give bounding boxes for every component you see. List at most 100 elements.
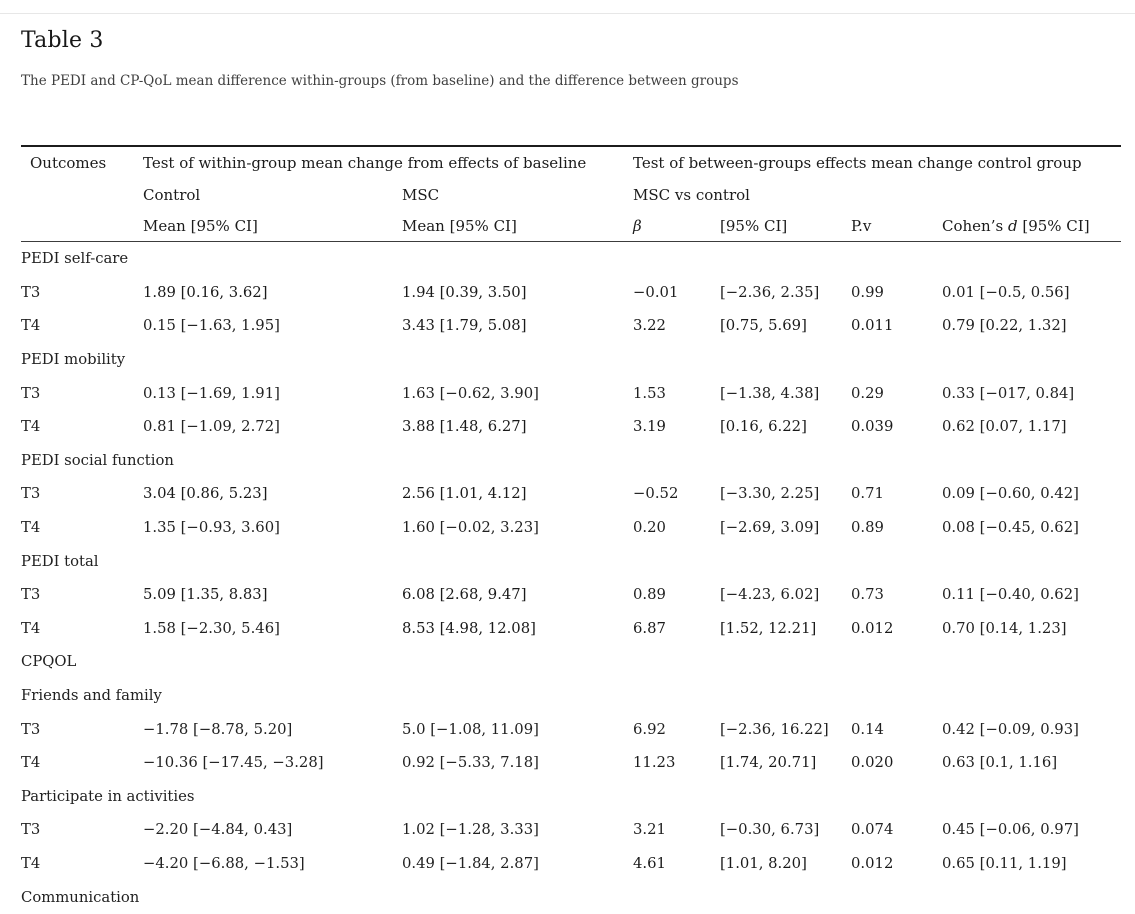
section-row: PEDI social function: [21, 444, 1121, 478]
data-row: T3 −1.78 [−8.78, 5.20] 5.0 [−1.08, 11.09] 6…: [21, 712, 1121, 746]
value-cell: 3.43 [1.79, 5.08]: [402, 317, 527, 335]
timepoint-label: T3: [21, 384, 41, 402]
header-row-arms: Control MSC MSC vs control: [21, 179, 1121, 211]
timepoint-label: T4: [21, 317, 41, 335]
section-row: Communication: [21, 880, 1121, 914]
data-row: T3 1.89 [0.16, 3.62] 1.94 [0.39, 3.50] −0.0…: [21, 276, 1121, 310]
value-cell: [0.16, 6.22]: [720, 418, 807, 436]
table-body: PEDI self-care T3 1.89 [0.16, 3.62] 1.94 [0…: [21, 242, 1121, 914]
value-cell: 3.88 [1.48, 6.27]: [402, 418, 527, 436]
value-cell: 0.012: [851, 854, 894, 872]
cohens-suffix: [95% CI]: [1017, 217, 1090, 235]
timepoint-label: T4: [21, 418, 41, 436]
value-cell: [−0.30, 6.73]: [720, 821, 820, 839]
value-cell: 5.09 [1.35, 8.83]: [143, 586, 268, 604]
data-row: T3 −2.20 [−4.84, 0.43] 1.02 [−1.28, 3.33] 3…: [21, 813, 1121, 847]
section-label: Friends and family: [21, 687, 162, 705]
data-row: T4 −10.36 [−17.45, −3.28] 0.92 [−5.33, 7.1…: [21, 746, 1121, 780]
group-header-between: Test of between-groups effects mean chan…: [633, 154, 1082, 172]
column-header-pvalue: P.v: [851, 211, 943, 242]
value-cell: 0.074: [851, 821, 894, 839]
value-cell: −1.78 [−8.78, 5.20]: [143, 720, 293, 738]
value-cell: 0.01 [−0.5, 0.56]: [942, 283, 1070, 301]
value-cell: 0.14: [851, 720, 884, 738]
value-cell: 0.89: [851, 519, 884, 537]
value-cell: 0.73: [851, 586, 884, 604]
section-label: PEDI total: [21, 552, 99, 570]
subheader-msc-vs-control: MSC vs control: [633, 186, 750, 204]
data-row: T3 3.04 [0.86, 5.23] 2.56 [1.01, 4.12] −0.5…: [21, 477, 1121, 511]
value-cell: −0.01: [633, 283, 679, 301]
top-divider: [0, 13, 1135, 14]
value-cell: −10.36 [−17.45, −3.28]: [143, 754, 324, 772]
subheader-msc: MSC: [402, 186, 440, 204]
value-cell: 0.33 [−017, 0.84]: [942, 384, 1075, 402]
value-cell: [1.52, 12.21]: [720, 619, 817, 637]
value-cell: [0.75, 5.69]: [720, 317, 807, 335]
value-cell: 0.15 [−1.63, 1.95]: [143, 317, 280, 335]
value-cell: 0.49 [−1.84, 2.87]: [402, 854, 539, 872]
value-cell: 0.89: [633, 586, 666, 604]
value-cell: [−2.36, 16.22]: [720, 720, 829, 738]
value-cell: 0.09 [−0.60, 0.42]: [942, 485, 1079, 503]
section-row: CPQOL: [21, 645, 1121, 679]
value-cell: 0.65 [0.11, 1.19]: [942, 854, 1067, 872]
table-header: Outcomes Test of within-group mean chang…: [21, 146, 1122, 242]
section-label: PEDI social function: [21, 451, 174, 469]
timepoint-label: T3: [21, 586, 41, 604]
value-cell: 0.81 [−1.09, 2.72]: [143, 418, 280, 436]
value-cell: 0.039: [851, 418, 894, 436]
value-cell: 0.45 [−0.06, 0.97]: [942, 821, 1079, 839]
value-cell: 0.012: [851, 619, 894, 637]
beta-symbol: β: [633, 217, 642, 235]
timepoint-label: T3: [21, 821, 41, 839]
value-cell: 1.89 [0.16, 3.62]: [143, 283, 268, 301]
value-cell: 1.63 [−0.62, 3.90]: [402, 384, 539, 402]
timepoint-label: T4: [21, 754, 41, 772]
value-cell: [−2.36, 2.35]: [720, 283, 820, 301]
column-header-msc-mean: Mean [95% CI]: [402, 211, 634, 242]
data-row: T3 0.13 [−1.69, 1.91] 1.63 [−0.62, 3.90] 1.…: [21, 376, 1121, 410]
value-cell: 0.42 [−0.09, 0.93]: [942, 720, 1079, 738]
value-cell: −4.20 [−6.88, −1.53]: [143, 854, 305, 872]
timepoint-label: T3: [21, 720, 41, 738]
value-cell: 6.92: [633, 720, 666, 738]
value-cell: −2.20 [−4.84, 0.43]: [143, 821, 293, 839]
value-cell: −0.52: [633, 485, 679, 503]
table-title: Table 3: [21, 28, 104, 53]
value-cell: 0.99: [851, 283, 884, 301]
value-cell: 1.60 [−0.02, 3.23]: [402, 519, 539, 537]
value-cell: 0.11 [−0.40, 0.62]: [942, 586, 1079, 604]
value-cell: 0.70 [0.14, 1.23]: [942, 619, 1067, 637]
section-row: PEDI mobility: [21, 343, 1121, 377]
header-row-measures: Mean [95% CI] Mean [95% CI] β [95% CI] P…: [21, 211, 1122, 242]
value-cell: 5.0 [−1.08, 11.09]: [402, 720, 539, 738]
results-table: Outcomes Test of within-group mean chang…: [21, 145, 1122, 914]
section-row: PEDI total: [21, 544, 1121, 578]
timepoint-label: T4: [21, 854, 41, 872]
value-cell: 0.13 [−1.69, 1.91]: [143, 384, 280, 402]
value-cell: 1.58 [−2.30, 5.46]: [143, 619, 280, 637]
column-header-beta: β: [633, 211, 721, 242]
data-row: T3 5.09 [1.35, 8.83] 6.08 [2.68, 9.47] 0.89…: [21, 578, 1121, 612]
section-label: PEDI self-care: [21, 250, 129, 268]
value-cell: 11.23: [633, 754, 676, 772]
value-cell: [−2.69, 3.09]: [720, 519, 820, 537]
value-cell: 0.011: [851, 317, 894, 335]
value-cell: 0.020: [851, 754, 894, 772]
value-cell: 1.02 [−1.28, 3.33]: [402, 821, 539, 839]
section-label: Communication: [21, 888, 140, 906]
value-cell: 3.04 [0.86, 5.23]: [143, 485, 268, 503]
section-row: PEDI self-care: [21, 242, 1121, 276]
value-cell: 2.56 [1.01, 4.12]: [402, 485, 527, 503]
cohens-prefix: Cohen’s: [942, 217, 1008, 235]
value-cell: 0.20: [633, 519, 666, 537]
value-cell: 0.79 [0.22, 1.32]: [942, 317, 1067, 335]
header-row-groups: Outcomes Test of within-group mean chang…: [21, 146, 1121, 242]
value-cell: 0.29: [851, 384, 884, 402]
value-cell: [1.01, 8.20]: [720, 854, 807, 872]
section-row: Friends and family: [21, 679, 1121, 713]
value-cell: [1.74, 20.71]: [720, 754, 817, 772]
data-row: T4 0.15 [−1.63, 1.95] 3.43 [1.79, 5.08] 3.2…: [21, 309, 1121, 343]
value-cell: 8.53 [4.98, 12.08]: [402, 619, 536, 637]
